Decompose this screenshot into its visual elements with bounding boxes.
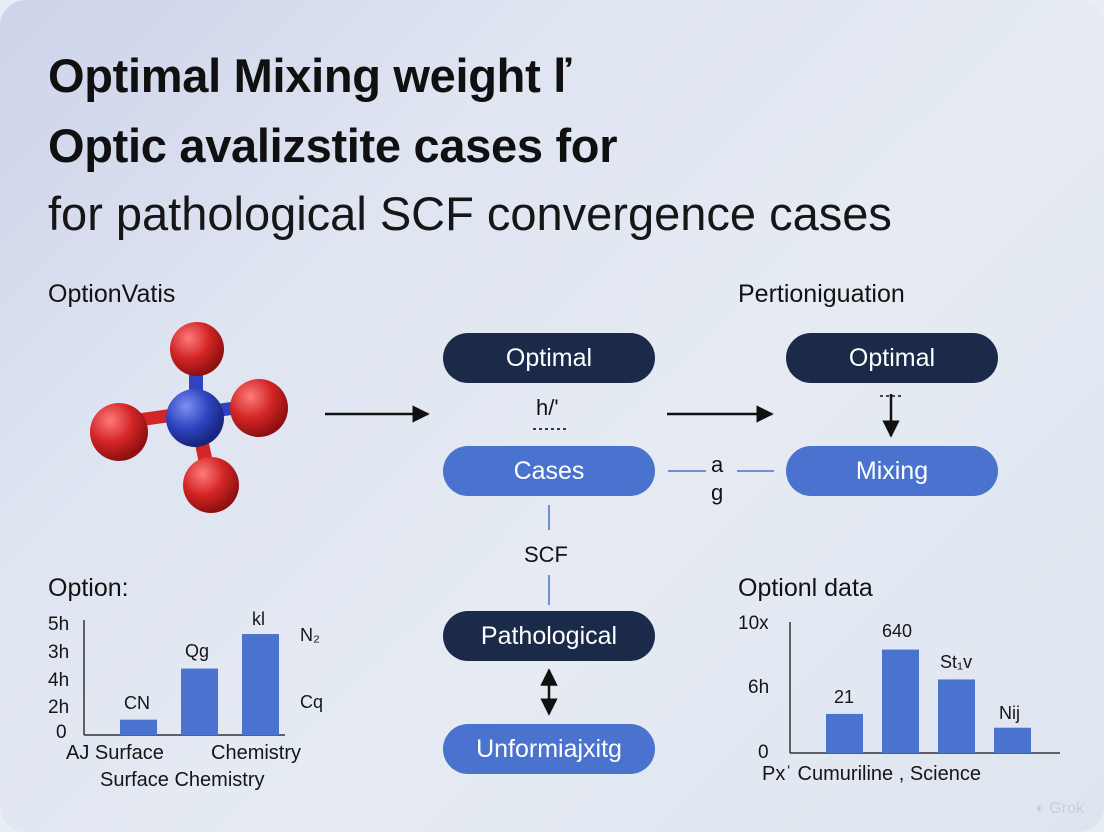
left-y-tick-3: 2h [48, 697, 70, 718]
right-chart-bar-1 [882, 649, 919, 753]
left-bar-label-2: kl [252, 609, 265, 629]
center-pathological-node: Pathological [443, 611, 655, 661]
left-x-axis-title: Surface Chemistry [100, 769, 265, 791]
right-chart-bar-0 [826, 713, 863, 753]
molecule-icon [90, 322, 288, 513]
right-chart-title: Optionl data [738, 574, 873, 602]
left-y-tick-1: 3h [48, 642, 70, 663]
title-line-1: Optimal Mixing weight ľ [48, 49, 571, 102]
right-chart-bar-3 [994, 727, 1031, 753]
connector-label-a: a [711, 452, 724, 477]
right-bar-label-1: 640 [882, 621, 913, 641]
left-chart-title: Option: [48, 574, 129, 602]
right-optimal-node: Optimal [786, 333, 998, 383]
left-chart-bars [120, 634, 279, 735]
right-chart-bar-2 [938, 679, 975, 753]
right-y-tick-0: 10x [738, 613, 769, 634]
left-chart-bar-2 [242, 634, 279, 735]
center-optimal-node: Optimal [443, 333, 655, 383]
right-bar-label-3: Nĳ [999, 703, 1020, 723]
left-y-tick-2: 4h [48, 670, 70, 691]
left-bar-label-1: Qg [185, 641, 210, 661]
right-y-tick-2: 0 [758, 742, 769, 763]
watermark: ◐ Grok [1036, 800, 1084, 818]
watermark-text: Grok [1049, 800, 1084, 817]
left-y-tick-4: 0 [56, 722, 67, 743]
left-x-label-0: AJ Surface [66, 742, 164, 764]
title-line-2: Optic avalizstite cases for [48, 119, 618, 172]
left-chart-bar-0 [120, 719, 157, 735]
hv-label: h/' [536, 395, 559, 420]
right-mixing-node: Mixing [786, 446, 998, 496]
center-cases-node: Cases [443, 446, 655, 496]
left-chart-bar-1 [181, 668, 218, 735]
left-side-label-1: Cq [300, 692, 324, 712]
left-y-tick-0: 5h [48, 614, 70, 635]
left-bar-label-0: CN [124, 693, 150, 713]
scf-label: SCF [524, 542, 568, 567]
grok-logo-icon: ◐ [1035, 800, 1046, 817]
right-y-tick-1: 6h [748, 677, 770, 698]
right-chart-bars [826, 649, 1031, 753]
center-unformiajxitg-node: Unformiajxitg [443, 724, 655, 774]
right-x-axis-title: Pxˈ Cumuriline , Science [762, 763, 981, 785]
right-bar-label-0: 21 [834, 687, 855, 707]
title-line-3: for pathological SCF convergence cases [48, 187, 892, 240]
connector-label-g: g [711, 480, 724, 505]
left-section-label: OptionVatis [48, 280, 176, 308]
left-x-label-1: Chemistry [211, 742, 302, 764]
right-section-label: Pertioniguation [738, 280, 905, 308]
right-bar-label-2: St₁v [940, 652, 973, 672]
left-side-label-0: N₂ [300, 625, 320, 645]
